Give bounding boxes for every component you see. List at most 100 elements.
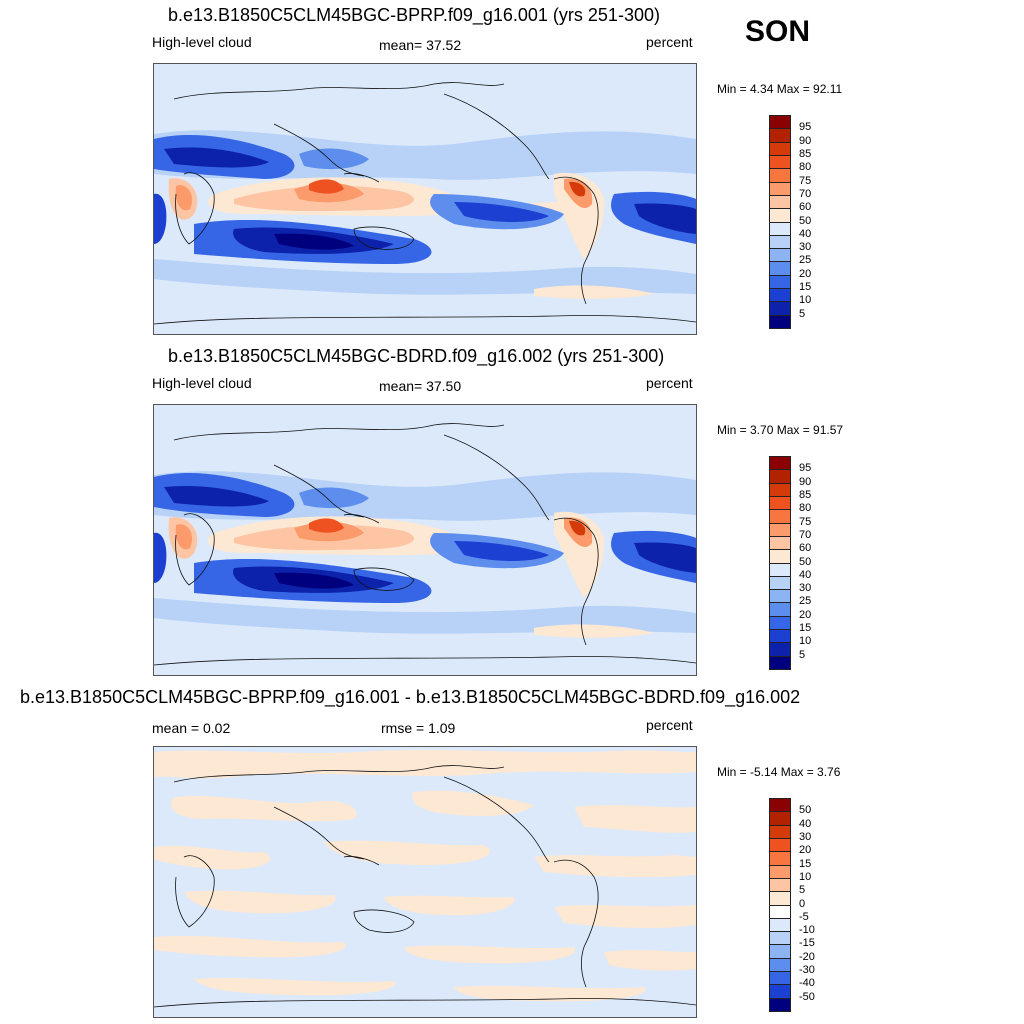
- colorbar-swatch: [769, 562, 791, 577]
- colorbar-swatch: [769, 655, 791, 670]
- colorbar-label: 5: [799, 884, 806, 897]
- panel-2-colorbar: 95 90 85 80 75 70 60 50 40 30 25 20 15 10 5: [769, 456, 829, 670]
- panel-1-map: [153, 63, 697, 335]
- colorbar-swatch: [769, 931, 791, 946]
- colorbar-swatch: [769, 837, 791, 853]
- colorbar-label: -5: [799, 910, 809, 923]
- colorbar-label: 80: [799, 502, 812, 515]
- colorbar-swatch: [769, 274, 791, 290]
- colorbar-label: 85: [799, 488, 812, 501]
- colorbar-label: 70: [799, 187, 812, 200]
- colorbar-swatch: [769, 877, 791, 893]
- colorbar-swatch: [769, 469, 791, 484]
- colorbar-label: 95: [799, 121, 812, 134]
- colorbar-label: 75: [799, 515, 812, 528]
- colorbar-label: -15: [799, 937, 815, 950]
- colorbar-swatch: [769, 168, 791, 183]
- panel-1-units-label: percent: [646, 34, 693, 50]
- colorbar-label: 40: [799, 817, 812, 830]
- colorbar-swatch: [769, 851, 791, 866]
- colorbar-label: -20: [799, 950, 815, 963]
- colorbar-swatch: [769, 811, 791, 826]
- panel-3-map: [153, 746, 697, 1018]
- colorbar-label: 50: [799, 804, 812, 817]
- colorbar-swatch: [769, 798, 791, 813]
- colorbar-label: -40: [799, 977, 815, 990]
- colorbar-swatch: [769, 194, 791, 210]
- panel-2-units-label: percent: [646, 375, 693, 391]
- colorbar-swatch: [769, 629, 791, 644]
- colorbar-swatch: [769, 904, 791, 919]
- colorbar-label: 85: [799, 147, 812, 160]
- colorbar-label: 70: [799, 528, 812, 541]
- colorbar-swatch: [769, 602, 791, 617]
- colorbar-label: 15: [799, 281, 812, 294]
- colorbar-swatch: [769, 115, 791, 130]
- colorbar-swatch: [769, 971, 791, 986]
- colorbar-label: -50: [799, 990, 815, 1003]
- colorbar-label: -10: [799, 924, 815, 937]
- colorbar-swatch: [769, 482, 791, 497]
- colorbar-label: 60: [799, 542, 812, 555]
- colorbar-label: 75: [799, 174, 812, 187]
- colorbar-swatch: [769, 141, 791, 156]
- colorbar-label: 50: [799, 555, 812, 568]
- colorbar-swatch: [769, 261, 791, 276]
- panel-2-mean-label: mean= 37.50: [379, 378, 462, 394]
- colorbar-swatch: [769, 288, 791, 303]
- colorbar-swatch: [769, 522, 791, 537]
- colorbar-label: 20: [799, 608, 812, 621]
- panel-1-title: b.e13.B1850C5CLM45BGC-BPRP.f09_g16.001 (…: [168, 5, 660, 25]
- colorbar-swatch: [769, 154, 791, 170]
- panel-2-title: b.e13.B1850C5CLM45BGC-BDRD.f09_g16.002 (…: [168, 346, 665, 366]
- colorbar-label: 90: [799, 134, 812, 147]
- colorbar-swatch: [769, 642, 791, 657]
- colorbar-swatch: [769, 864, 791, 879]
- colorbar-swatch: [769, 314, 791, 329]
- panel-1-mean-label: mean= 37.52: [379, 37, 462, 53]
- colorbar-label: 50: [799, 214, 812, 227]
- colorbar-label: 95: [799, 462, 812, 475]
- colorbar-label: 30: [799, 830, 812, 843]
- colorbar-label: 20: [799, 267, 812, 280]
- colorbar-label: 60: [799, 201, 812, 214]
- colorbar-swatch: [769, 549, 791, 564]
- panel-2-minmax: Min = 3.70 Max = 91.57: [717, 423, 844, 437]
- colorbar-swatch: [769, 997, 791, 1012]
- colorbar-swatch: [769, 944, 791, 959]
- colorbar-swatch: [769, 535, 791, 551]
- colorbar-label: 80: [799, 161, 812, 174]
- panel-3-title: b.e13.B1850C5CLM45BGC-BPRP.f09_g16.001 -…: [20, 687, 801, 707]
- panel-3-rmse-label: rmse = 1.09: [381, 720, 456, 736]
- colorbar-swatch: [769, 957, 791, 973]
- colorbar-label: 25: [799, 254, 812, 267]
- colorbar-swatch: [769, 495, 791, 511]
- panel-1-colorbar: 95 90 85 80 75 70 60 50 40 30 25 20 15 10 5: [769, 115, 829, 329]
- colorbar-label: 25: [799, 595, 812, 608]
- colorbar-label: 10: [799, 294, 812, 307]
- colorbar-label: 10: [799, 870, 812, 883]
- colorbar-swatch: [769, 575, 791, 591]
- colorbar-swatch: [769, 917, 791, 933]
- colorbar-label: 30: [799, 241, 812, 254]
- colorbar-label: 0: [799, 897, 806, 910]
- colorbar-label: 15: [799, 622, 812, 635]
- panel-3-minmax: Min = -5.14 Max = 3.76: [717, 765, 841, 779]
- colorbar-swatch: [769, 824, 791, 839]
- panel-1-variable-label: High-level cloud: [152, 34, 252, 50]
- panel-1-minmax: Min = 4.34 Max = 92.11: [717, 82, 843, 96]
- colorbar-label: 15: [799, 857, 812, 870]
- colorbar-label: -30: [799, 964, 815, 977]
- colorbar-swatch: [769, 301, 791, 316]
- colorbar-swatch: [769, 589, 791, 604]
- panel-3-units-label: percent: [646, 717, 693, 733]
- colorbar-label: 20: [799, 844, 812, 857]
- colorbar-swatch: [769, 984, 791, 999]
- colorbar-swatch: [769, 208, 791, 223]
- colorbar-swatch: [769, 509, 791, 524]
- panel-3-colorbar: 50 40 30 20 15 10 5 0 -5 -10 -15 -20 -30 -40 -50: [769, 798, 829, 1012]
- colorbar-swatch: [769, 248, 791, 263]
- colorbar-label: 90: [799, 475, 812, 488]
- colorbar-label: 5: [799, 307, 806, 320]
- colorbar-label: 40: [799, 568, 812, 581]
